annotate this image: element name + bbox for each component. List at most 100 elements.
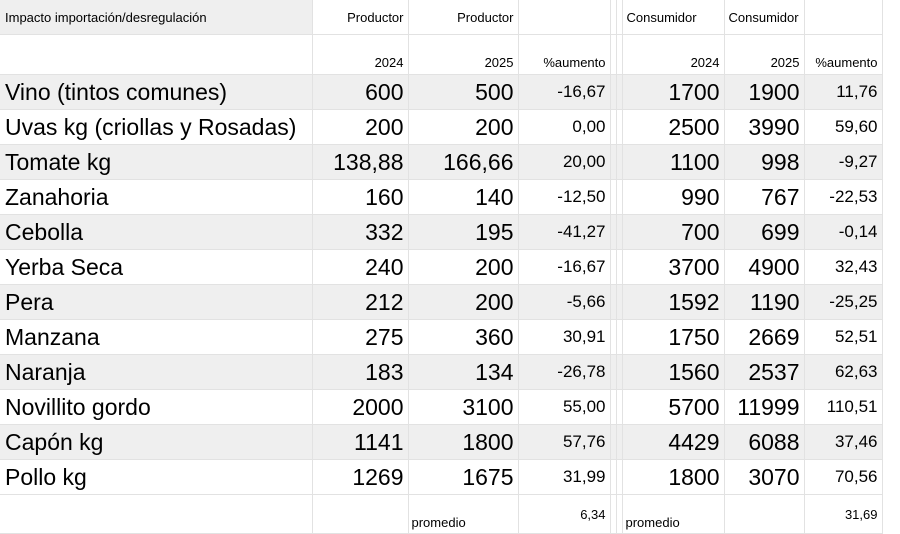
empty-cell[interactable] bbox=[0, 34, 313, 75]
productor-pct-cell[interactable]: 0,00 bbox=[518, 109, 611, 145]
consumidor-pct-cell[interactable]: 62,63 bbox=[804, 354, 883, 390]
productor-pct-cell[interactable]: 57,76 bbox=[518, 424, 611, 460]
header-consumidor-2025[interactable]: Consumidor bbox=[724, 0, 805, 35]
promedio-value-consumidor[interactable]: 31,69 bbox=[804, 494, 883, 534]
header-year-2025-consumidor[interactable]: 2025 bbox=[724, 34, 805, 75]
productor-pct-cell[interactable]: -16,67 bbox=[518, 249, 611, 285]
product-name-cell[interactable]: Capón kg bbox=[0, 424, 313, 460]
consumidor-2024-cell[interactable]: 1750 bbox=[622, 319, 725, 355]
consumidor-pct-cell[interactable]: -25,25 bbox=[804, 284, 883, 320]
product-name-cell[interactable]: Tomate kg bbox=[0, 144, 313, 180]
header-pct-consumidor[interactable]: %aumento bbox=[804, 34, 883, 75]
empty-cell[interactable] bbox=[312, 494, 409, 534]
productor-2025-cell[interactable]: 200 bbox=[408, 109, 519, 145]
product-name-cell[interactable]: Naranja bbox=[0, 354, 313, 390]
consumidor-2024-cell[interactable]: 3700 bbox=[622, 249, 725, 285]
productor-2024-cell[interactable]: 600 bbox=[312, 74, 409, 110]
empty-cell[interactable] bbox=[0, 494, 313, 534]
separator-cell[interactable] bbox=[610, 144, 617, 180]
product-name-cell[interactable]: Pollo kg bbox=[0, 459, 313, 495]
separator-cell[interactable] bbox=[610, 389, 617, 425]
productor-2024-cell[interactable]: 212 bbox=[312, 284, 409, 320]
separator-cell[interactable] bbox=[610, 74, 617, 110]
promedio-label-consumidor[interactable]: promedio bbox=[622, 494, 725, 534]
empty-cell[interactable] bbox=[518, 0, 611, 35]
empty-cell[interactable] bbox=[804, 0, 883, 35]
consumidor-2025-cell[interactable]: 2537 bbox=[724, 354, 805, 390]
separator-cell[interactable] bbox=[610, 354, 617, 390]
productor-2025-cell[interactable]: 166,66 bbox=[408, 144, 519, 180]
productor-pct-cell[interactable]: -41,27 bbox=[518, 214, 611, 250]
consumidor-pct-cell[interactable]: 70,56 bbox=[804, 459, 883, 495]
consumidor-pct-cell[interactable]: 110,51 bbox=[804, 389, 883, 425]
productor-2025-cell[interactable]: 3100 bbox=[408, 389, 519, 425]
consumidor-2025-cell[interactable]: 998 bbox=[724, 144, 805, 180]
separator-cell[interactable] bbox=[616, 459, 623, 495]
promedio-label-productor[interactable]: promedio bbox=[408, 494, 519, 534]
product-name-cell[interactable]: Uvas kg (criollas y Rosadas) bbox=[0, 109, 313, 145]
productor-2025-cell[interactable]: 195 bbox=[408, 214, 519, 250]
consumidor-2025-cell[interactable]: 4900 bbox=[724, 249, 805, 285]
productor-pct-cell[interactable]: -5,66 bbox=[518, 284, 611, 320]
header-year-2024-productor[interactable]: 2024 bbox=[312, 34, 409, 75]
productor-pct-cell[interactable]: 55,00 bbox=[518, 389, 611, 425]
productor-2025-cell[interactable]: 1800 bbox=[408, 424, 519, 460]
separator-cell[interactable] bbox=[616, 389, 623, 425]
header-productor-2025[interactable]: Productor bbox=[408, 0, 519, 35]
separator-cell[interactable] bbox=[616, 0, 623, 35]
consumidor-2024-cell[interactable]: 1560 bbox=[622, 354, 725, 390]
product-name-cell[interactable]: Cebolla bbox=[0, 214, 313, 250]
product-name-cell[interactable]: Pera bbox=[0, 284, 313, 320]
consumidor-2024-cell[interactable]: 5700 bbox=[622, 389, 725, 425]
separator-cell[interactable] bbox=[610, 249, 617, 285]
productor-2024-cell[interactable]: 183 bbox=[312, 354, 409, 390]
separator-cell[interactable] bbox=[616, 214, 623, 250]
separator-cell[interactable] bbox=[616, 249, 623, 285]
consumidor-2025-cell[interactable]: 11999 bbox=[724, 389, 805, 425]
product-name-cell[interactable]: Zanahoria bbox=[0, 179, 313, 215]
consumidor-2025-cell[interactable]: 1190 bbox=[724, 284, 805, 320]
separator-cell[interactable] bbox=[616, 284, 623, 320]
product-name-cell[interactable]: Vino (tintos comunes) bbox=[0, 74, 313, 110]
consumidor-pct-cell[interactable]: 59,60 bbox=[804, 109, 883, 145]
productor-2024-cell[interactable]: 332 bbox=[312, 214, 409, 250]
productor-2024-cell[interactable]: 1269 bbox=[312, 459, 409, 495]
separator-cell[interactable] bbox=[616, 74, 623, 110]
consumidor-2025-cell[interactable]: 767 bbox=[724, 179, 805, 215]
separator-cell[interactable] bbox=[616, 179, 623, 215]
productor-2024-cell[interactable]: 160 bbox=[312, 179, 409, 215]
productor-pct-cell[interactable]: 31,99 bbox=[518, 459, 611, 495]
separator-cell[interactable] bbox=[610, 424, 617, 460]
separator-cell[interactable] bbox=[616, 34, 623, 75]
separator-cell[interactable] bbox=[610, 319, 617, 355]
productor-2025-cell[interactable]: 140 bbox=[408, 179, 519, 215]
consumidor-pct-cell[interactable]: 52,51 bbox=[804, 319, 883, 355]
empty-cell[interactable] bbox=[724, 494, 805, 534]
header-pct-productor[interactable]: %aumento bbox=[518, 34, 611, 75]
consumidor-2025-cell[interactable]: 2669 bbox=[724, 319, 805, 355]
productor-2024-cell[interactable]: 240 bbox=[312, 249, 409, 285]
consumidor-2024-cell[interactable]: 1100 bbox=[622, 144, 725, 180]
separator-cell[interactable] bbox=[610, 459, 617, 495]
separator-cell[interactable] bbox=[610, 214, 617, 250]
consumidor-pct-cell[interactable]: 32,43 bbox=[804, 249, 883, 285]
productor-2024-cell[interactable]: 200 bbox=[312, 109, 409, 145]
separator-cell[interactable] bbox=[616, 354, 623, 390]
consumidor-2024-cell[interactable]: 1800 bbox=[622, 459, 725, 495]
consumidor-pct-cell[interactable]: 37,46 bbox=[804, 424, 883, 460]
separator-cell[interactable] bbox=[616, 319, 623, 355]
consumidor-pct-cell[interactable]: 11,76 bbox=[804, 74, 883, 110]
header-year-2024-consumidor[interactable]: 2024 bbox=[622, 34, 725, 75]
productor-pct-cell[interactable]: 20,00 bbox=[518, 144, 611, 180]
consumidor-2025-cell[interactable]: 3990 bbox=[724, 109, 805, 145]
consumidor-2025-cell[interactable]: 699 bbox=[724, 214, 805, 250]
sheet-title[interactable]: Impacto importación/desregulación bbox=[0, 0, 313, 35]
productor-2024-cell[interactable]: 2000 bbox=[312, 389, 409, 425]
header-consumidor-2024[interactable]: Consumidor bbox=[622, 0, 725, 35]
productor-pct-cell[interactable]: -16,67 bbox=[518, 74, 611, 110]
productor-2025-cell[interactable]: 1675 bbox=[408, 459, 519, 495]
productor-2025-cell[interactable]: 360 bbox=[408, 319, 519, 355]
productor-2024-cell[interactable]: 138,88 bbox=[312, 144, 409, 180]
consumidor-2025-cell[interactable]: 6088 bbox=[724, 424, 805, 460]
consumidor-2024-cell[interactable]: 700 bbox=[622, 214, 725, 250]
